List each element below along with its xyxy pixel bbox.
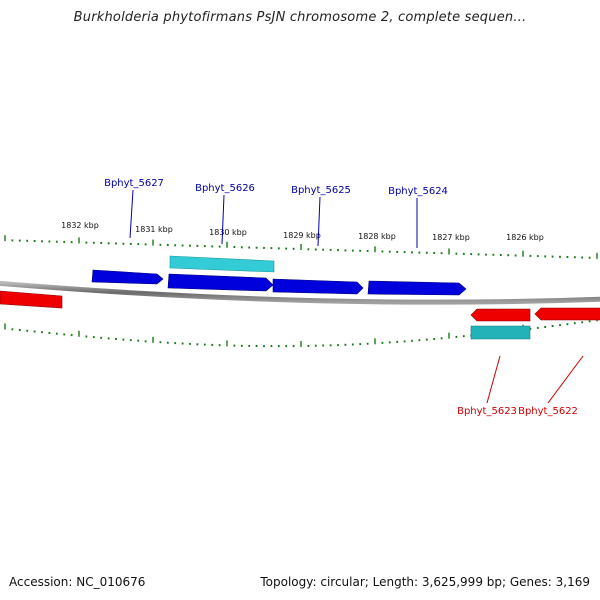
leader-line — [221, 194, 225, 245]
accession-label: Accession: NC_010676 — [9, 575, 146, 589]
leader-line — [486, 355, 501, 404]
leader-line — [317, 196, 321, 247]
gene-label-bphyt-5627[interactable]: Bphyt_5627 — [104, 178, 164, 189]
reverse-gene-labels: Bphyt_5623 Bphyt_5622 — [457, 355, 584, 417]
forward-gene-highlight-bphyt-5626[interactable] — [169, 255, 275, 273]
forward-gene-bphyt-5627[interactable] — [91, 269, 164, 285]
scale-label: 1831 kbp — [135, 225, 173, 234]
gene-label-bphyt-5624[interactable]: Bphyt_5624 — [388, 186, 448, 197]
forward-gene-bphyt-5626[interactable] — [167, 273, 274, 292]
forward-scale-ticks — [4, 235, 598, 259]
gene-label-bphyt-5623[interactable]: Bphyt_5623 — [457, 406, 517, 417]
scale-label: 1832 kbp — [61, 221, 99, 230]
forward-gene-labels: Bphyt_5627 Bphyt_5626 Bphyt_5625 Bphyt_5… — [104, 178, 448, 248]
leader-line — [129, 189, 134, 239]
forward-gene-bphyt-5625[interactable] — [272, 278, 364, 295]
map-title: Burkholderia phytofirmans PsJN chromosom… — [73, 10, 527, 25]
scale-label: 1829 kbp — [283, 231, 321, 240]
leader-line — [547, 355, 584, 404]
reverse-gene-highlight-bphyt-5623[interactable] — [470, 325, 531, 340]
reverse-gene-partial-left[interactable] — [0, 290, 63, 309]
scale-label: 1828 kbp — [358, 232, 396, 241]
reverse-gene-bphyt-5623[interactable] — [470, 308, 531, 322]
gene-label-bphyt-5625[interactable]: Bphyt_5625 — [291, 185, 351, 196]
scale-label: 1826 kbp — [506, 233, 544, 242]
chromosome-backbone — [0, 280, 600, 305]
gene-label-bphyt-5622[interactable]: Bphyt_5622 — [518, 406, 578, 417]
scale-labels: 1832 kbp 1831 kbp 1830 kbp 1829 kbp 1828… — [61, 221, 544, 242]
reverse-gene-bphyt-5622[interactable] — [534, 307, 600, 321]
scale-label: 1830 kbp — [209, 228, 247, 237]
gene-label-bphyt-5626[interactable]: Bphyt_5626 — [195, 183, 255, 194]
forward-gene-bphyt-5624[interactable] — [367, 280, 467, 296]
scale-label: 1827 kbp — [432, 233, 470, 242]
genome-summary: Topology: circular; Length: 3,625,999 bp… — [260, 575, 590, 589]
